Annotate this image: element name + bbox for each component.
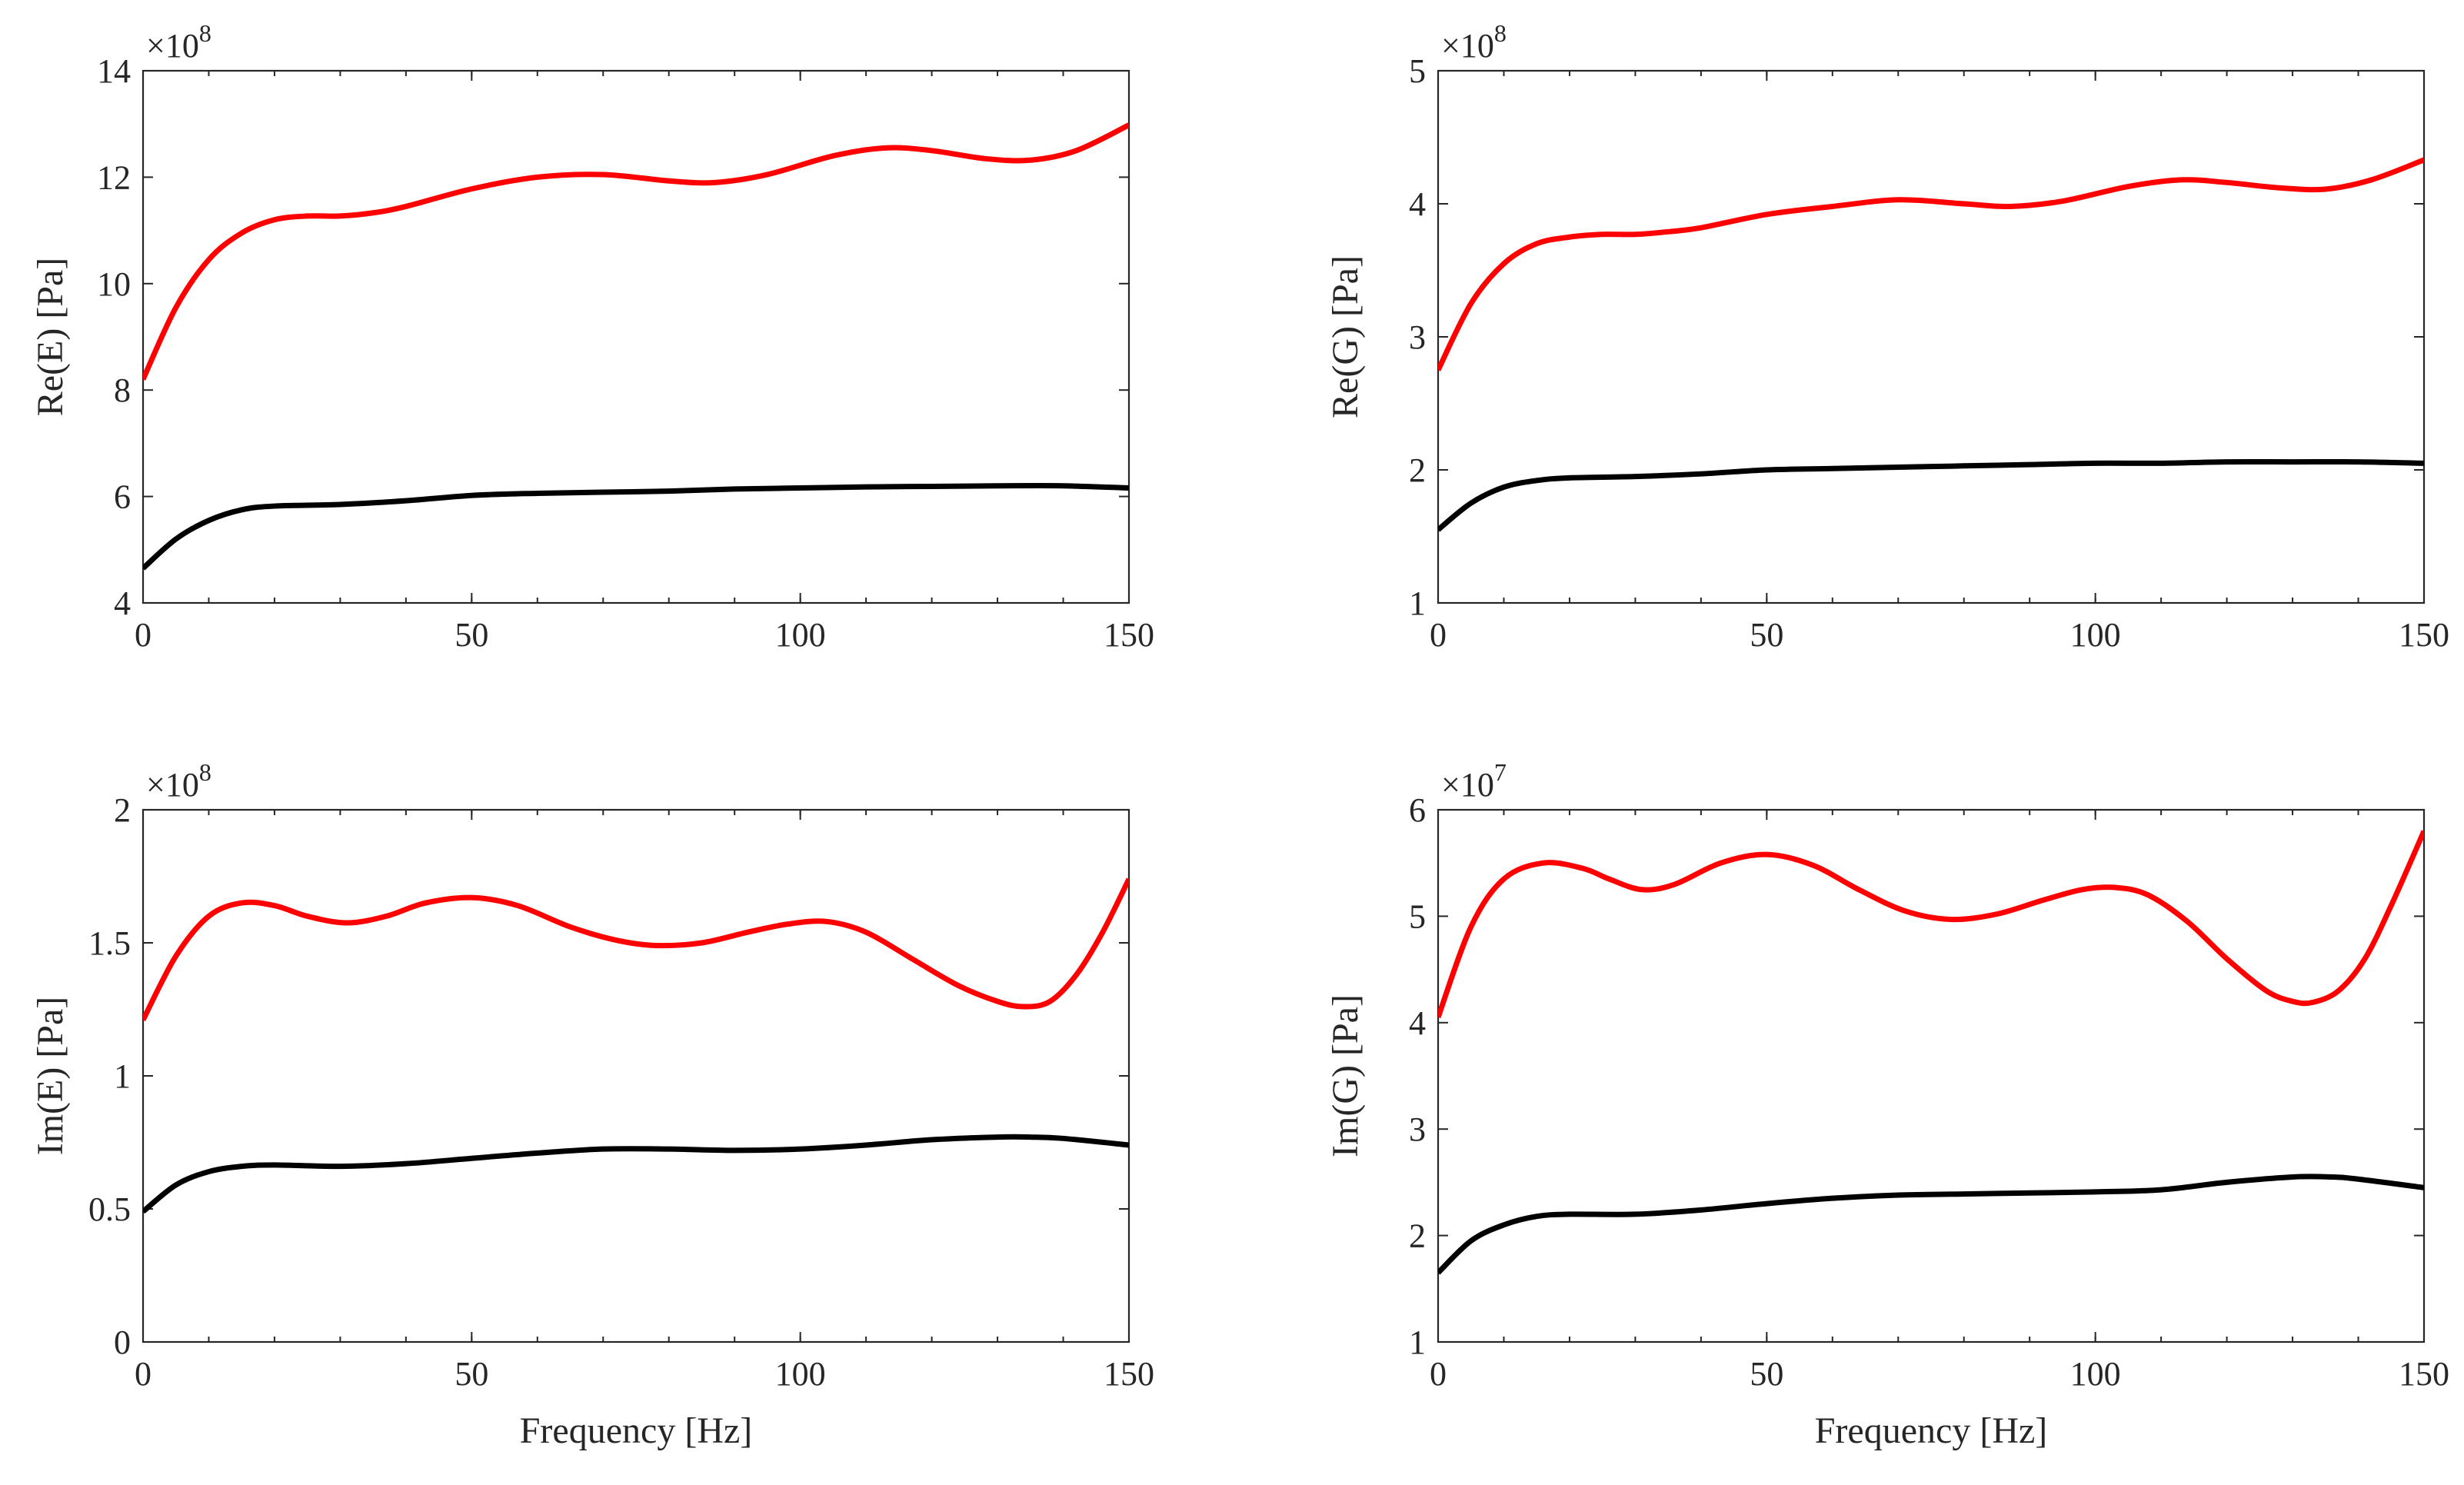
x-tick-label: 50 — [1750, 1355, 1783, 1393]
y-tick-label: 1 — [1409, 1324, 1426, 1361]
axes-frame — [1437, 69, 2426, 604]
exponent-label: ×108 — [146, 758, 211, 804]
series-line-black — [143, 1134, 1129, 1214]
y-tick-label: 12 — [97, 158, 131, 196]
x-tick-label: 150 — [2399, 1355, 2449, 1393]
y-tick-label: 3 — [1409, 1110, 1426, 1148]
y-tick-label: 0.5 — [88, 1190, 131, 1228]
exponent-label: ×108 — [146, 19, 211, 65]
y-tick-label: 2 — [114, 791, 131, 829]
series-line-red — [1438, 157, 2424, 371]
x-tick-label: 0 — [1430, 1355, 1447, 1393]
x-tick-label: 150 — [2399, 616, 2449, 654]
x-tick-label: 0 — [135, 616, 152, 654]
series-line-red — [143, 122, 1129, 381]
x-axis-title: Frequency [Hz] — [1815, 1410, 2048, 1451]
x-tick-label: 100 — [775, 1355, 826, 1393]
y-tick-label: 14 — [97, 52, 131, 90]
series-line-black — [1438, 1174, 2424, 1275]
y-tick-label: 1.5 — [88, 924, 131, 962]
y-tick-label: 10 — [97, 265, 131, 303]
y-axis-title: Re(E) [Pa] — [30, 258, 71, 417]
y-tick-label: 1 — [114, 1057, 131, 1095]
series-line-red — [143, 877, 1129, 1021]
axes-frame — [142, 808, 1130, 1343]
y-axis-title: Im(G) [Pa] — [1325, 994, 1366, 1157]
y-tick-label: 4 — [1409, 1004, 1426, 1042]
y-tick-label: 1 — [1409, 584, 1426, 622]
panel-im-e: 0 50 100 150 0 0.5 1 1.5 2 ×108 Im(E) [Pa] Frequenc… — [30, 758, 1154, 1451]
axes-frame — [142, 69, 1130, 604]
axes-frame — [1437, 808, 2426, 1343]
x-tick-label: 150 — [1104, 1355, 1154, 1393]
panel-re-g: 0 50 100 150 1 2 3 4 5 ×108 Re(G) [Pa] — [1325, 19, 2449, 654]
y-tick-label: 6 — [114, 478, 131, 516]
y-axis-title: Im(E) [Pa] — [30, 997, 71, 1156]
y-tick-label: 6 — [1409, 791, 1426, 829]
panel-im-g: 0 50 100 150 1 2 3 4 5 6 ×107 Im(G) [Pa] Frequency [… — [1325, 758, 2449, 1451]
y-tick-label: 0 — [114, 1324, 131, 1361]
x-tick-label: 0 — [135, 1355, 152, 1393]
y-tick-label: 3 — [1409, 318, 1426, 356]
x-axis-title: Frequency [Hz] — [520, 1410, 753, 1451]
x-tick-label: 100 — [775, 616, 826, 654]
exponent-label: ×107 — [1441, 758, 1507, 804]
y-tick-label: 4 — [1409, 185, 1426, 223]
x-tick-label: 50 — [455, 1355, 488, 1393]
series-line-black — [1438, 458, 2424, 532]
x-tick-label: 0 — [1430, 616, 1447, 654]
y-tick-label: 2 — [1409, 451, 1426, 489]
panel-re-e: 0 50 100 150 4 6 8 10 12 14 ×108 Re(E) [Pa] — [30, 19, 1154, 654]
series-line-black — [143, 483, 1129, 571]
x-tick-label: 100 — [2070, 1355, 2121, 1393]
series-line-red — [1438, 830, 2424, 1019]
y-tick-label: 5 — [1409, 897, 1426, 935]
y-tick-label: 2 — [1409, 1217, 1426, 1255]
y-tick-label: 4 — [114, 584, 131, 622]
x-tick-label: 50 — [1750, 616, 1783, 654]
x-tick-label: 50 — [455, 616, 488, 654]
x-tick-label: 150 — [1104, 616, 1154, 654]
exponent-label: ×108 — [1441, 19, 1507, 65]
x-tick-label: 100 — [2070, 616, 2121, 654]
y-tick-label: 5 — [1409, 52, 1426, 90]
y-axis-title: Re(G) [Pa] — [1325, 255, 1366, 418]
y-tick-label: 8 — [114, 371, 131, 409]
